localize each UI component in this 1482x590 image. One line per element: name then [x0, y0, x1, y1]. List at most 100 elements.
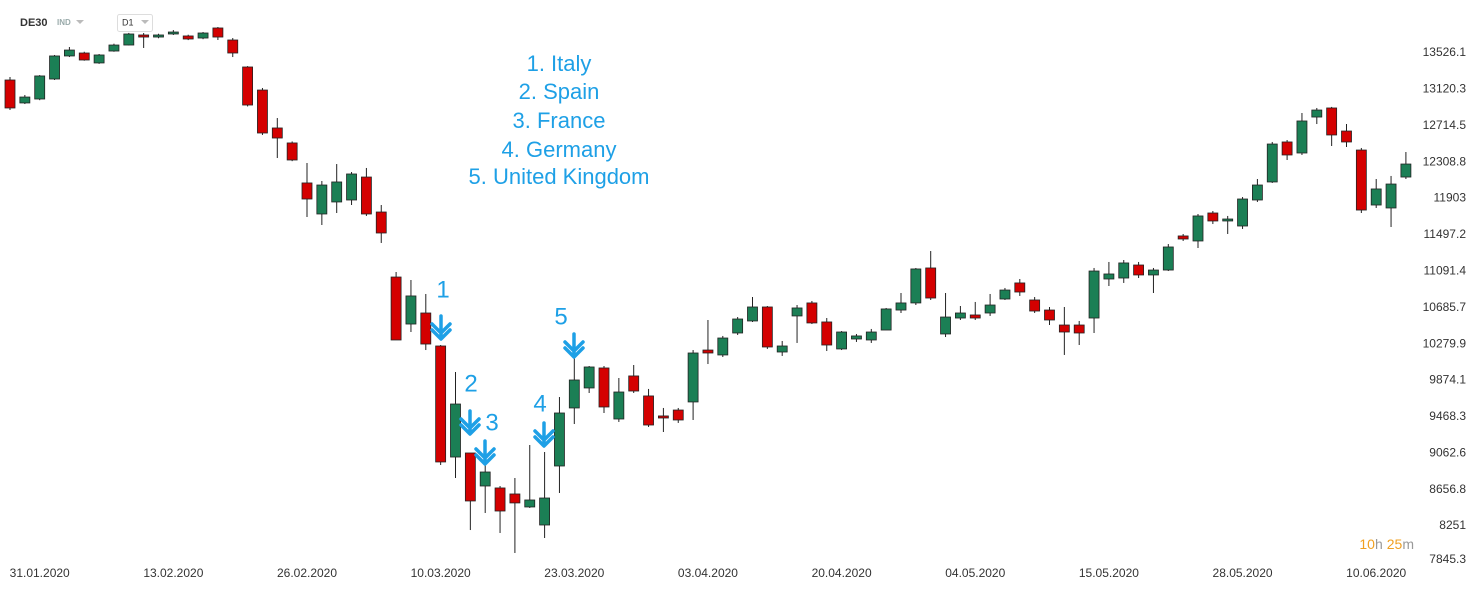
candle-body — [405, 295, 417, 325]
candle-body — [940, 316, 951, 335]
candle-body — [138, 34, 150, 38]
candle-body — [791, 307, 803, 317]
candle-body — [1058, 324, 1070, 333]
candle-body — [836, 331, 847, 350]
x-tick-label: 15.05.2020 — [1079, 566, 1139, 580]
x-tick-label: 03.04.2020 — [678, 566, 738, 580]
candle-body — [1118, 262, 1130, 279]
candle-body — [732, 318, 744, 334]
x-tick-label: 31.01.2020 — [10, 566, 70, 580]
symbol: DE30 — [20, 17, 48, 29]
candle-body — [286, 142, 298, 161]
dropdown-caret[interactable] — [76, 20, 84, 24]
marker-label: 4 — [533, 390, 546, 417]
candle-body — [153, 34, 164, 38]
candle-body — [301, 182, 313, 200]
timeframe-box[interactable] — [117, 14, 153, 32]
candle-body — [583, 366, 595, 389]
x-tick-label: 26.02.2020 — [277, 566, 337, 580]
y-tick-label: 11903 — [1434, 191, 1467, 205]
candle-body — [212, 27, 224, 38]
candle-body — [1400, 163, 1412, 178]
candle-body — [1014, 282, 1026, 293]
candle-body — [271, 127, 283, 139]
candle-body — [1177, 235, 1189, 240]
marker-label: 3 — [485, 409, 498, 436]
candle-body — [969, 314, 981, 319]
candle-body — [643, 395, 654, 426]
x-tick-label: 04.05.2020 — [945, 566, 1005, 580]
marker-arrow — [533, 421, 555, 448]
candle-body — [658, 415, 669, 419]
y-tick-label: 9062.6 — [1429, 445, 1466, 459]
candle-body — [19, 96, 31, 104]
candle-body — [242, 66, 254, 106]
candle-body — [360, 176, 372, 215]
marker-arrow — [430, 314, 452, 341]
candle-body — [851, 335, 862, 340]
candle-body — [1222, 218, 1234, 222]
candle-body — [1326, 107, 1338, 136]
candle-body — [1073, 324, 1085, 334]
candle-body — [687, 352, 699, 403]
candle-body — [167, 31, 179, 35]
y-tick-label: 13120.3 — [1423, 82, 1467, 96]
annotation-line: 5. United Kingdom — [469, 164, 650, 189]
marker-label: 2 — [464, 370, 477, 397]
marker-arrow — [474, 439, 496, 466]
candle-body — [761, 306, 773, 348]
countdown-h: h — [1375, 536, 1383, 552]
candle-body — [702, 349, 714, 354]
candle-body — [1133, 264, 1144, 276]
candle-body — [806, 302, 818, 324]
candle-body — [598, 367, 610, 408]
countdown-minutes: 25 — [1387, 536, 1403, 552]
candle-body — [672, 409, 684, 421]
candle-body — [613, 391, 625, 420]
timeframe-caret — [141, 20, 149, 24]
candle-body — [747, 306, 758, 322]
x-tick-label: 28.05.2020 — [1213, 566, 1273, 580]
marker-label: 5 — [554, 303, 567, 330]
annotation-line: 1. Italy — [527, 51, 592, 76]
y-tick-label: 12308.8 — [1423, 154, 1467, 168]
candle-body — [182, 35, 194, 40]
candle-body — [450, 403, 461, 458]
candle-body — [257, 89, 268, 134]
candle-body — [420, 312, 432, 345]
y-tick-label: 9468.3 — [1429, 409, 1466, 423]
candle-body — [865, 331, 877, 341]
candle-body — [910, 268, 922, 304]
candle-body — [34, 75, 46, 100]
candle-body — [1207, 212, 1219, 222]
candle-body — [880, 308, 892, 331]
annotation-line: 2. Spain — [519, 79, 600, 104]
candle-body — [1281, 141, 1293, 156]
candle-body — [539, 497, 550, 526]
candle-body — [1162, 246, 1174, 271]
marker-arrow — [459, 409, 481, 436]
y-tick-label: 10279.9 — [1423, 336, 1467, 350]
candle-body — [1311, 109, 1323, 118]
candle-body — [1044, 309, 1055, 321]
candle-body — [524, 499, 536, 508]
candle-body — [435, 345, 447, 463]
candle-body — [1370, 188, 1382, 206]
countdown: 10h 25m — [1359, 536, 1414, 552]
candle-body — [1192, 215, 1204, 242]
marker-label: 1 — [436, 276, 449, 303]
x-tick-label: 13.02.2020 — [143, 566, 203, 580]
candle-body — [999, 289, 1011, 300]
y-tick-label: 12714.5 — [1423, 118, 1467, 132]
y-tick-label: 13526.1 — [1423, 45, 1467, 59]
candle-body — [776, 345, 788, 353]
candle-body — [227, 39, 239, 54]
candle-body — [984, 304, 996, 314]
x-tick-label: 23.03.2020 — [544, 566, 604, 580]
candle-body — [895, 302, 907, 311]
candle-body — [479, 471, 491, 487]
candle-body — [93, 54, 105, 64]
